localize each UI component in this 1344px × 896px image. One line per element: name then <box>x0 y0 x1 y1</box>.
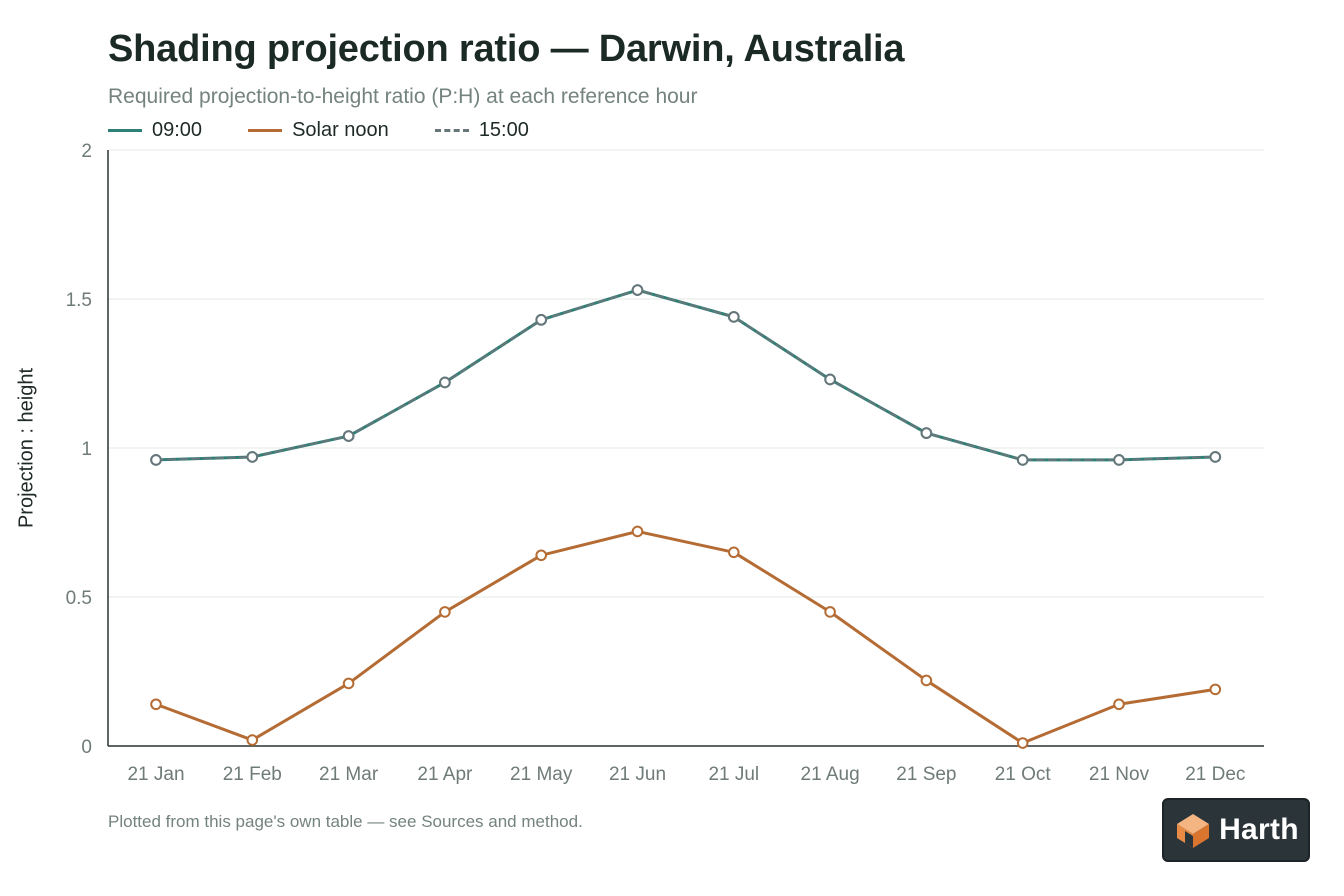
data-point-solar-noon-8 <box>920 674 933 687</box>
y-tick-label-4: 2 <box>81 141 92 162</box>
data-point-solar-noon-2 <box>342 677 355 690</box>
data-point-solar-noon-9 <box>1016 737 1029 749</box>
data-point-15-00-9 <box>1016 454 1029 466</box>
y-tick-label-0: 0 <box>81 737 92 758</box>
data-point-solar-noon-4 <box>535 549 548 562</box>
footnote: Plotted from this page's own table — see… <box>108 812 583 831</box>
data-point-15-00-0 <box>150 454 162 466</box>
chart-subtitle: Required projection-to-height ratio (P:H… <box>108 85 698 108</box>
data-point-solar-noon-10 <box>1113 698 1125 711</box>
data-point-solar-noon-5 <box>631 525 644 538</box>
y-tick-label-3: 1.5 <box>66 290 92 311</box>
data-point-15-00-11 <box>1209 451 1222 463</box>
data-point-15-00-8 <box>920 427 933 439</box>
x-tick-label-7: 21 Aug <box>801 764 860 785</box>
series-line-09-00 <box>154 288 1217 462</box>
x-tick-label-5: 21 Jun <box>609 764 666 785</box>
legend-item-solar-noon[interactable]: Solar noon <box>248 119 389 142</box>
data-point-15-00-7 <box>824 373 836 386</box>
harth-logo-text: Harth <box>1219 813 1299 846</box>
x-tick-label-3: 21 Apr <box>417 764 473 785</box>
x-tick-label-1: 21 Feb <box>223 764 282 785</box>
data-point-15-00-3 <box>439 376 451 389</box>
data-point-solar-noon-11 <box>1209 683 1222 696</box>
legend-swatch-solar-noon <box>248 129 283 132</box>
x-tick-label-8: 21 Sep <box>896 764 956 785</box>
legend-item-1500[interactable]: 15:00 <box>434 119 529 142</box>
data-point-15-00-1 <box>246 451 259 463</box>
series-line-solar-noon <box>154 529 1217 745</box>
x-tick-label-10: 21 Nov <box>1089 764 1150 785</box>
legend-swatch-1500 <box>434 129 469 132</box>
x-tick-label-2: 21 Mar <box>319 764 379 785</box>
chart-legend: 09:00 Solar noon 15:00 <box>108 119 575 142</box>
data-point-solar-noon-6 <box>728 546 740 559</box>
data-point-solar-noon-0 <box>150 698 162 711</box>
chart-title: Shading projection ratio — Darwin, Austr… <box>108 28 905 70</box>
series-line-15-00 <box>155 289 1217 461</box>
data-point-15-00-10 <box>1113 454 1125 466</box>
x-tick-label-9: 21 Oct <box>995 764 1052 785</box>
legend-label-0900: 09:00 <box>152 119 203 141</box>
data-point-15-00-5 <box>631 284 644 296</box>
legend-label-solar-noon: Solar noon <box>292 119 389 141</box>
data-point-solar-noon-1 <box>246 734 259 746</box>
legend-item-0900[interactable]: 09:00 <box>108 119 202 142</box>
x-tick-label-11: 21 Dec <box>1185 764 1245 785</box>
x-tick-label-0: 21 Jan <box>127 764 184 785</box>
data-point-15-00-6 <box>728 311 740 323</box>
legend-label-1500: 15:00 <box>478 119 529 141</box>
harth-logo-icon <box>1177 814 1210 848</box>
x-tick-label-6: 21 Jul <box>708 764 759 785</box>
data-point-15-00-4 <box>535 314 548 326</box>
x-tick-label-4: 21 May <box>510 764 573 785</box>
y-tick-label-1: 0.5 <box>66 588 92 609</box>
data-point-solar-noon-3 <box>439 606 451 618</box>
harth-logo[interactable]: Harth <box>1162 798 1310 862</box>
legend-swatch-0900 <box>108 129 142 132</box>
data-point-15-00-2 <box>342 430 355 442</box>
y-tick-label-2: 1 <box>81 439 92 460</box>
data-point-solar-noon-7 <box>824 606 836 618</box>
